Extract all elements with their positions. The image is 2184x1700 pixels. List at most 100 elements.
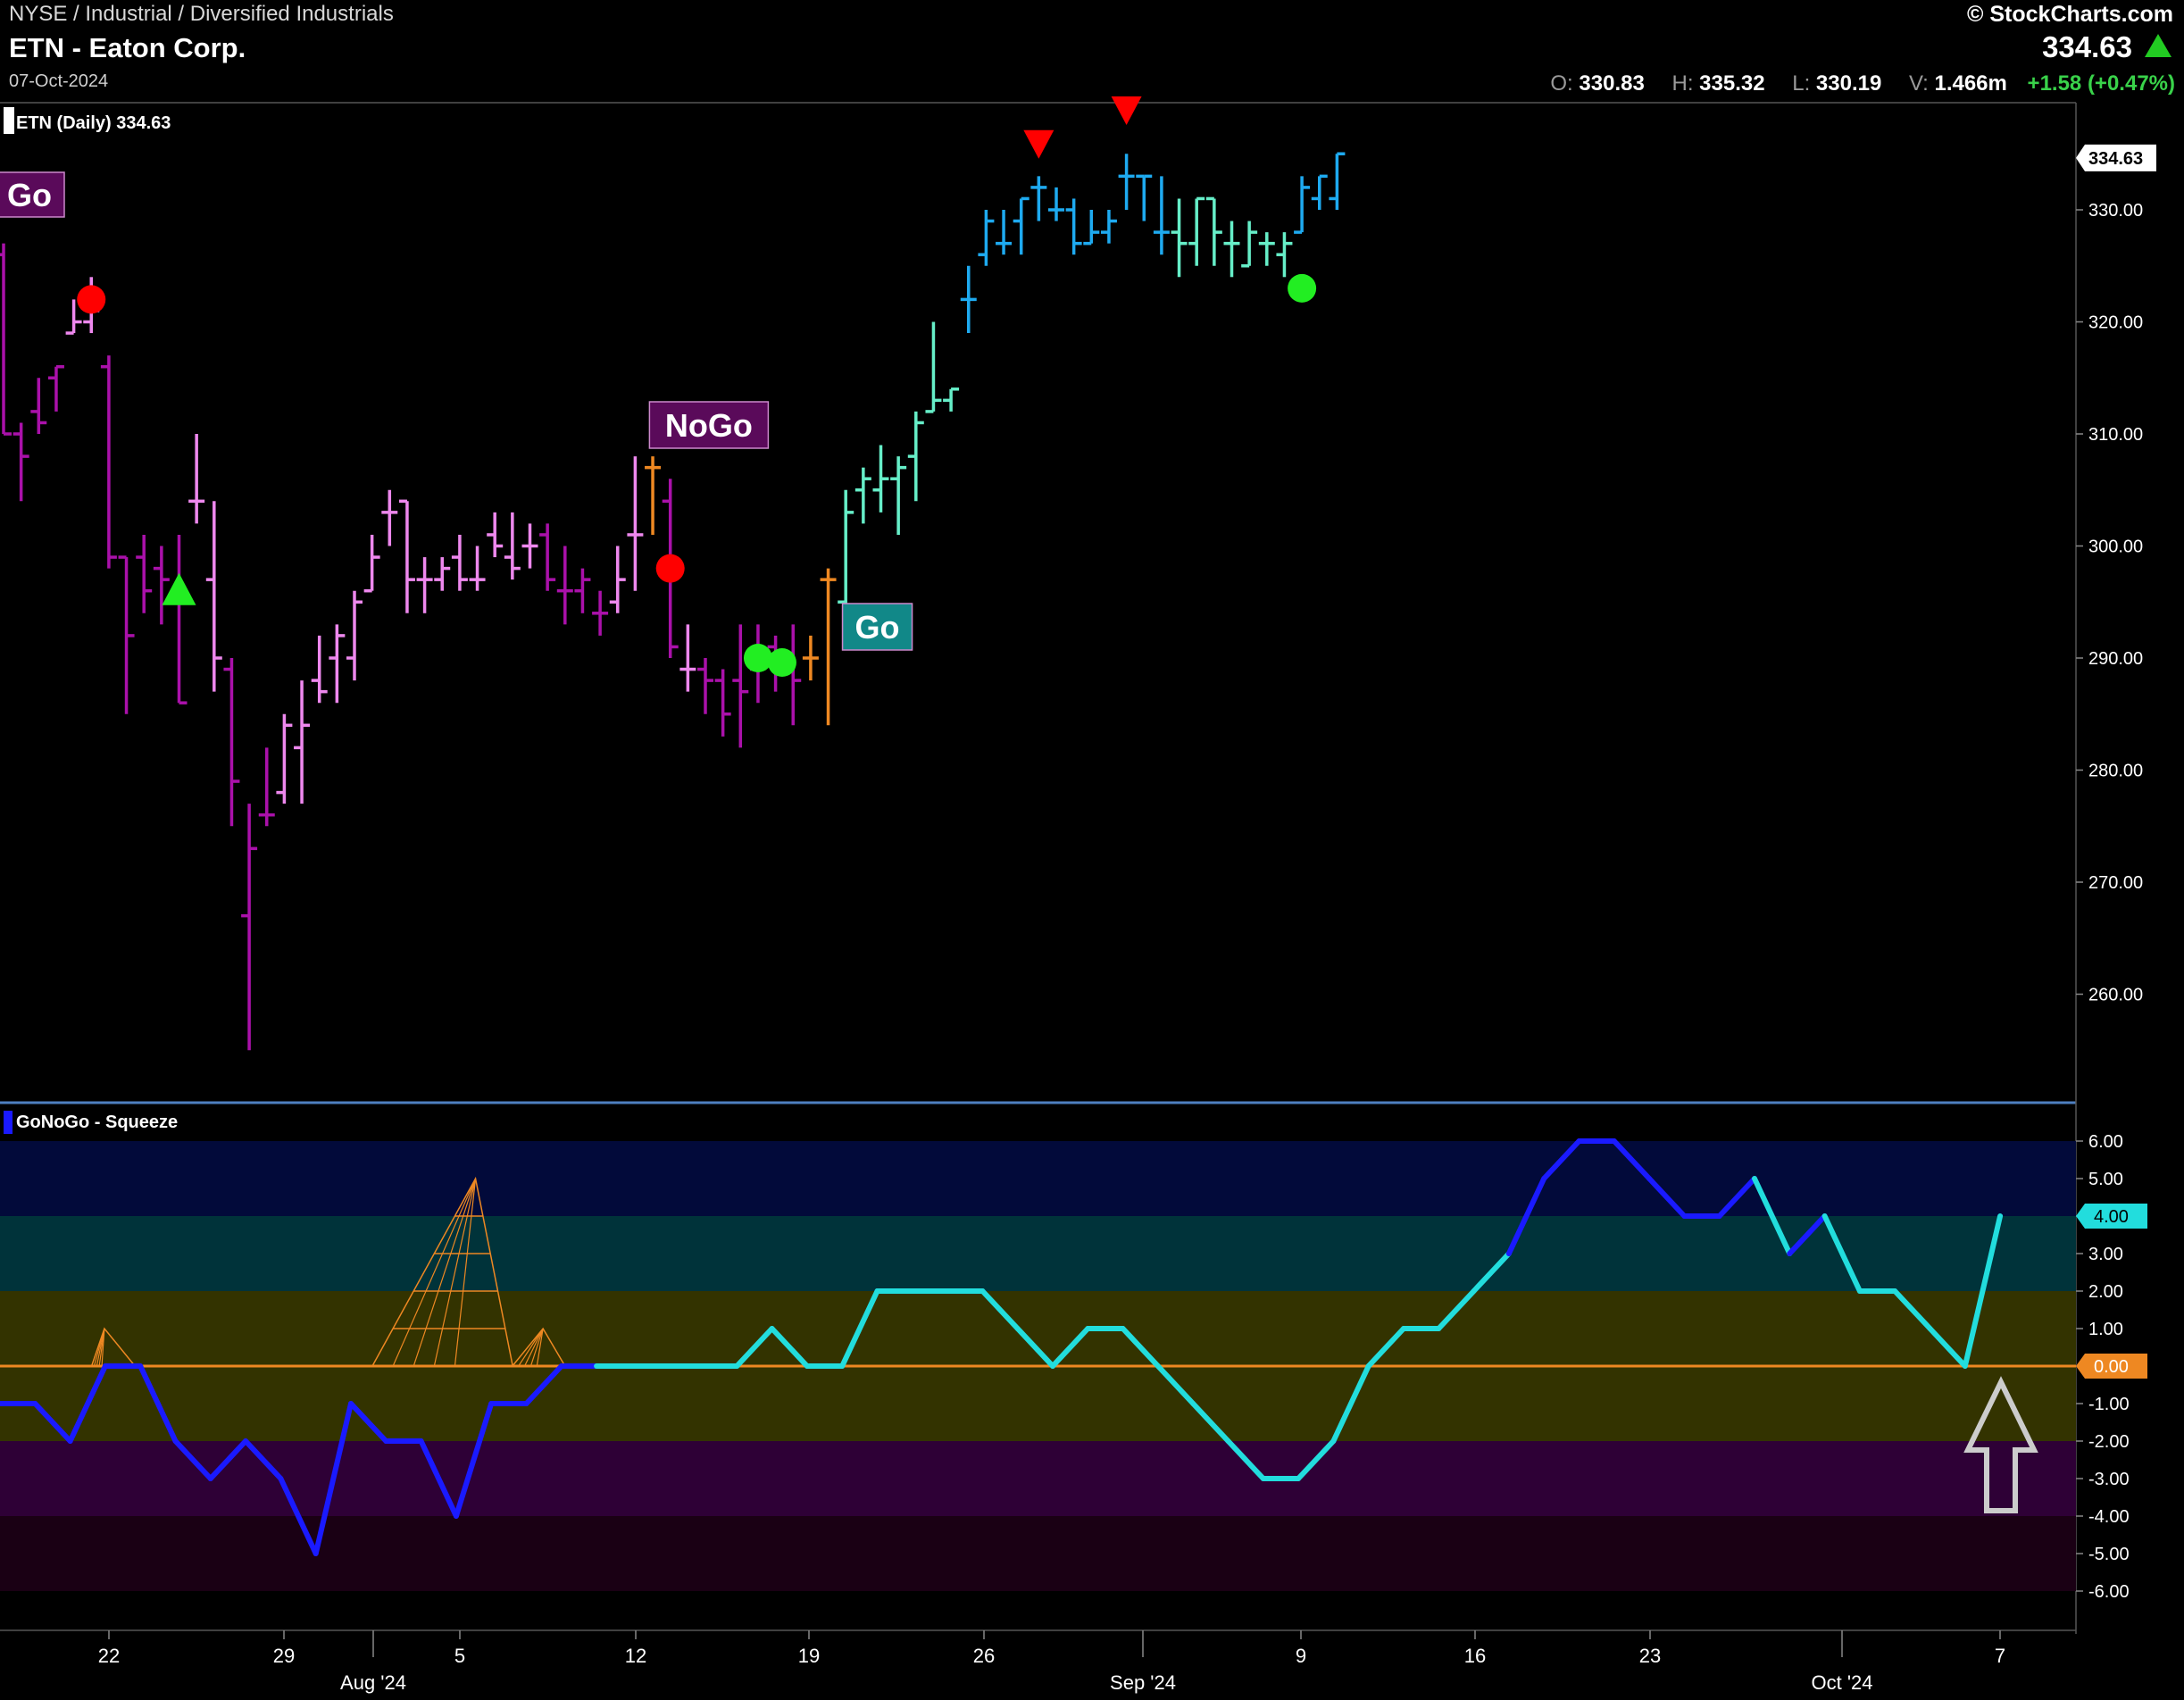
- price-bar: [188, 434, 205, 524]
- price-y-tick-label: 280.00: [2088, 762, 2143, 781]
- signal-label-box: [841, 603, 913, 651]
- ohlc-readout: O: 330.83 H: 335.32 L: 330.19 V: 1.466m …: [1529, 71, 2175, 96]
- price-y-tick-label: 320.00: [2088, 313, 2143, 333]
- price-bar: [398, 499, 415, 613]
- oscillator-line-segment: [32, 1401, 73, 1444]
- oscillator-line-segment: [1436, 1288, 1477, 1331]
- price-bar: [30, 378, 47, 434]
- signal-dot-marker: [743, 644, 772, 672]
- zero-value-tag-label: 0.00: [2094, 1357, 2129, 1377]
- oscillator-line-segment: [1892, 1288, 1933, 1331]
- price-bar: [960, 265, 977, 334]
- osc-y-tick-label: 5.00: [2088, 1170, 2123, 1189]
- signal-label-nogo: NoGo: [648, 401, 770, 449]
- oscillator-line-segment: [1962, 1213, 2004, 1369]
- price-bar: [556, 546, 573, 625]
- price-bar: [890, 456, 907, 535]
- price-bar: [1048, 187, 1064, 221]
- squeeze-grid-large: [371, 1176, 513, 1367]
- oscillator-line-segment: [1365, 1326, 1406, 1369]
- osc-y-tick-label: 2.00: [2088, 1282, 2123, 1302]
- x-tick-label: 12: [625, 1645, 646, 1667]
- price-bar: [1136, 174, 1153, 221]
- annotation-up-arrow-icon: [1963, 1376, 2038, 1513]
- osc-y-tick-label: -1.00: [2088, 1395, 2130, 1414]
- price-change: +1.58 (+0.47%): [2027, 71, 2175, 96]
- oscillator-line-segment: [1716, 1176, 1757, 1219]
- price-y-tick-label: 270.00: [2088, 873, 2143, 893]
- price-panel-label-marker: [4, 107, 14, 134]
- price-bar: [1013, 196, 1029, 255]
- oscillator-line-segment: [348, 1401, 389, 1444]
- signal-down-triangle: [1023, 129, 1054, 159]
- price-bar: [714, 669, 731, 737]
- price-bar: [0, 243, 12, 436]
- last-price: 334.63: [2042, 30, 2132, 63]
- price-bar: [592, 590, 609, 636]
- last-price-tag: [2076, 144, 2156, 171]
- signal-label-go: Go: [0, 171, 65, 218]
- oscillator-line-segment: [453, 1401, 495, 1519]
- price-bar: [925, 321, 942, 413]
- x-tick-label: 16: [1464, 1645, 1486, 1667]
- osc-y-tick-label: 1.00: [2088, 1320, 2123, 1339]
- low-label: L:: [1792, 71, 1811, 96]
- squeeze-grid-small: [90, 1327, 136, 1367]
- copyright-logo[interactable]: © StockCharts.com: [1967, 2, 2173, 27]
- oscillator-line-segment: [1646, 1176, 1688, 1219]
- oscillator-line-segment: [769, 1326, 810, 1369]
- price-y-tick-label: 260.00: [2088, 986, 2143, 1005]
- x-tick-label: 26: [973, 1645, 995, 1667]
- price-y-tick-label: 330.00: [2088, 201, 2143, 221]
- price-bar: [451, 534, 468, 591]
- price-bar: [416, 557, 433, 613]
- oscillator-last-value-label: 4.00: [2094, 1207, 2129, 1227]
- x-tick-label: 7: [1995, 1645, 2005, 1667]
- price-bar: [627, 456, 644, 591]
- osc-y-tick-label: -3.00: [2088, 1470, 2130, 1489]
- price-bar: [1258, 232, 1275, 266]
- price-bar: [872, 445, 889, 512]
- signal-label-text: Go: [7, 177, 52, 213]
- x-tick-label: Oct '24: [1811, 1671, 1872, 1694]
- oscillator-line-segment: [1787, 1213, 1828, 1256]
- price-bar: [820, 568, 837, 726]
- price-bar: [381, 489, 398, 546]
- signal-label-go: Go: [841, 603, 913, 651]
- price-bar: [996, 210, 1013, 255]
- oscillator-line-segment: [1050, 1326, 1091, 1369]
- price-bar: [609, 546, 626, 613]
- oscillator-line-segment: [1821, 1213, 1863, 1294]
- price-y-tick-label: 290.00: [2088, 649, 2143, 669]
- oscillator-line-segment: [1927, 1326, 1968, 1369]
- oscillator-line-segment: [1296, 1438, 1337, 1481]
- price-bar: [276, 713, 293, 804]
- price-bar: [978, 210, 995, 266]
- price-bar: [13, 422, 29, 502]
- price-bar: [363, 534, 380, 593]
- signal-label-text: NoGo: [665, 407, 753, 444]
- open-label: O:: [1550, 71, 1573, 96]
- high-label: H:: [1671, 71, 1694, 96]
- oscillator-line-segment: [1330, 1363, 1371, 1444]
- signal-label-box: [0, 171, 65, 218]
- signal-dot-marker: [767, 648, 796, 677]
- price-bar: [1294, 176, 1311, 234]
- oscillator-line-segment: [1752, 1176, 1793, 1256]
- volume-value: 1.466m: [1934, 71, 2007, 96]
- squeeze-grid-line: [536, 1328, 544, 1367]
- x-tick-label: 9: [1296, 1645, 1306, 1667]
- price-bar: [838, 489, 854, 613]
- price-bar: [732, 624, 749, 748]
- price-bar: [205, 501, 222, 692]
- signal-dot-marker: [655, 554, 685, 583]
- x-tick-label: 23: [1639, 1645, 1661, 1667]
- oscillator-line-segment: [313, 1401, 354, 1556]
- oscillator-line-segment: [1190, 1401, 1231, 1444]
- price-bar: [47, 364, 64, 412]
- oscillator-line-segment: [523, 1363, 564, 1406]
- price-bar: [943, 388, 960, 412]
- price-bar: [1188, 196, 1205, 266]
- x-tick-label: 22: [98, 1645, 120, 1667]
